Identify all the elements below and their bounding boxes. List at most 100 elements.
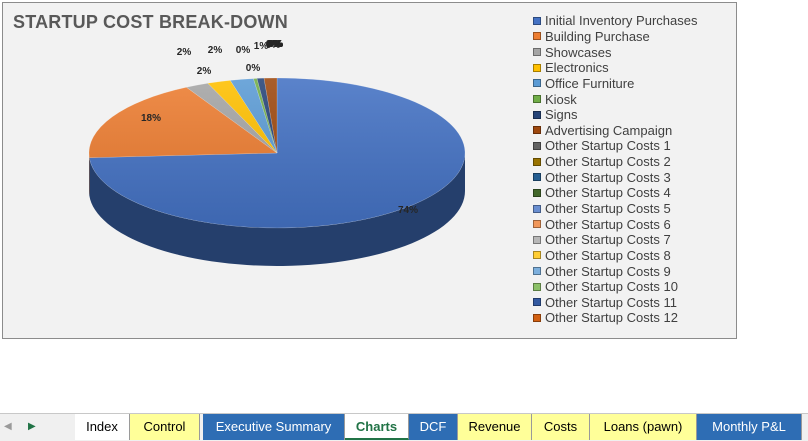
legend-label: Other Startup Costs 12 [545,310,678,326]
legend-swatch [533,204,541,213]
legend-item: Other Startup Costs 1 [533,138,697,154]
legend-swatch [533,267,541,276]
legend-item: Other Startup Costs 11 [533,295,697,311]
legend-label: Building Purchase [545,28,650,44]
data-label-9: 0% [266,40,281,51]
data-label-13: 0% [267,39,282,50]
legend-swatch [533,251,541,260]
legend-item: Other Startup Costs 10 [533,279,697,295]
legend-swatch [533,126,541,135]
legend-swatch [533,32,541,41]
legend-swatch [533,282,541,291]
legend-label: Other Startup Costs 6 [545,216,671,232]
legend-swatch [533,95,541,104]
pie-side [89,153,465,266]
chart-title: STARTUP COST BREAK-DOWN [13,12,288,32]
legend-swatch [533,298,541,307]
sheet-tab-loans-pawn[interactable]: Loans (pawn) [590,414,697,440]
legend-item: Other Startup Costs 9 [533,263,697,279]
legend-label: Other Startup Costs 11 [545,294,677,310]
data-label-4: 2% [177,47,192,58]
legend-label: Other Startup Costs 7 [545,232,671,248]
data-label-17: 0% [268,39,283,50]
legend-item: Other Startup Costs 4 [533,185,697,201]
data-label-20: 0% [269,39,284,50]
legend-item: Other Startup Costs 6 [533,216,697,232]
legend-label: Other Startup Costs 10 [545,279,678,295]
data-label-16: 0% [268,39,283,50]
legend-swatch [533,220,541,229]
legend-label: Other Startup Costs 1 [545,138,671,154]
sheet-tab-charts[interactable]: Charts [345,414,409,440]
legend-label: Electronics [545,60,609,76]
legend-item: Other Startup Costs 2 [533,154,697,170]
data-label-3: 2% [197,66,212,77]
data-label-7: 0% [236,45,251,56]
data-label-2: 18% [141,113,161,124]
legend-item: Other Startup Costs 8 [533,248,697,264]
sheet-tab-executive-summary[interactable]: Executive Summary [203,414,345,440]
pie-top [88,77,466,229]
scroll-right-icon[interactable]: ▶ [28,421,36,432]
chart-legend: Initial Inventory Purchases Building Purc… [533,13,697,326]
sheet-tab-index[interactable]: Index [75,414,130,440]
chart-area[interactable]: STARTUP COST BREAK-DOWN 74% 18% 2% 2% 2% 0% 0%… [2,2,737,339]
legend-swatch [533,48,541,57]
legend-label: Advertising Campaign [545,122,673,138]
legend-label: Kiosk [545,91,577,107]
sheet-tab-revenue[interactable]: Revenue [458,414,532,440]
legend-item: Showcases [533,44,697,60]
legend-item: Other Startup Costs 3 [533,169,697,185]
legend-swatch [533,313,541,322]
legend-item: Building Purchase [533,29,697,45]
legend-label: Initial Inventory Purchases [545,13,698,29]
sheet-tab-bar: ◀ ▶ Index Control Executive Summary Charts D… [0,413,808,441]
data-label-18: 0% [268,39,283,50]
legend-swatch [533,141,541,150]
legend-label: Other Startup Costs 8 [545,247,671,263]
data-label-6: 0% [246,63,261,74]
legend-item: Initial Inventory Purchases [533,13,697,29]
legend-label: Other Startup Costs 9 [545,263,671,279]
legend-item: Office Furniture [533,76,697,92]
pie-labels: 74%18%2%2% 2%0%0% 1%0%0%0%0%0%0%0%0%0%0%0%… [141,39,418,216]
pie-slice-side-1 [89,153,465,266]
legend-item: Other Startup Costs 7 [533,232,697,248]
legend-label: Signs [545,107,578,123]
pie-top-shading [89,78,465,228]
legend-swatch [533,157,541,166]
data-label-14: 0% [267,39,282,50]
scroll-left-icon[interactable]: ◀ [4,421,12,432]
sheet-tab-dcf[interactable]: DCF [409,414,458,440]
sheet-tab-control[interactable]: Control [130,414,200,440]
legend-label: Other Startup Costs 4 [545,185,671,201]
data-label-10: 0% [266,39,281,50]
sheet-tab-costs[interactable]: Costs [532,414,590,440]
legend-item: Other Startup Costs 5 [533,201,697,217]
data-label-12: 0% [267,39,282,50]
legend-swatch [533,188,541,197]
legend-item: Advertising Campaign [533,122,697,138]
data-label-8: 1% [254,41,269,52]
data-label-11: 0% [267,39,282,50]
legend-swatch [533,16,541,25]
legend-swatch [533,173,541,182]
data-label-15: 0% [267,39,282,50]
legend-label: Office Furniture [545,75,635,91]
sheet-tab-monthly-p-l[interactable]: Monthly P&L [697,414,802,440]
data-label-19: 0% [269,39,284,50]
pie-chart[interactable]: 74%18%2%2% 2%0%0% 1%0%0%0%0%0%0%0%0%0%0%0%… [3,3,738,340]
legend-item: Electronics [533,60,697,76]
legend-swatch [533,235,541,244]
legend-label: Other Startup Costs 3 [545,169,671,185]
legend-label: Other Startup Costs 2 [545,154,671,170]
legend-label: Other Startup Costs 5 [545,201,671,216]
legend-swatch [533,79,541,88]
legend-item: Other Startup Costs 12 [533,310,697,326]
legend-swatch [533,110,541,119]
legend-item: Signs [533,107,697,123]
legend-label: Showcases [545,44,612,60]
data-label-5: 2% [208,45,223,56]
legend-swatch [533,63,541,72]
legend-item: Kiosk [533,91,697,107]
